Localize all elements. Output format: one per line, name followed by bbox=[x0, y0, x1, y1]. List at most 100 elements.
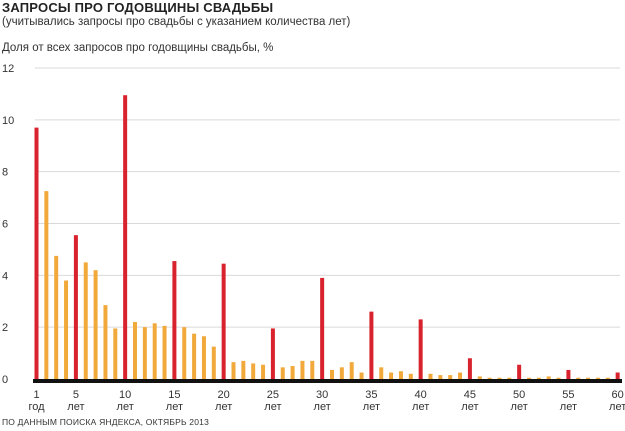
bar-54 bbox=[556, 377, 561, 379]
y-tick-label: 4 bbox=[2, 270, 8, 282]
bar-40 bbox=[418, 319, 423, 379]
y-axis-label: Доля от всех запросов про годовщины свад… bbox=[2, 42, 274, 54]
y-tick-label: 0 bbox=[2, 374, 8, 386]
y-tick-label: 8 bbox=[2, 167, 8, 179]
x-tick-number: 50 bbox=[513, 389, 525, 401]
x-tick-unit: лет bbox=[461, 401, 478, 413]
bar-6 bbox=[83, 262, 88, 379]
grid-lines bbox=[35, 67, 620, 328]
bar-56 bbox=[576, 377, 581, 379]
bar-57 bbox=[586, 377, 591, 379]
bar-16 bbox=[182, 327, 187, 379]
bar-17 bbox=[192, 333, 197, 379]
bar-3 bbox=[54, 255, 59, 379]
bar-15 bbox=[172, 261, 177, 379]
bar-34 bbox=[359, 372, 364, 379]
bar-2 bbox=[44, 191, 49, 379]
bar-41 bbox=[428, 373, 433, 379]
bar-19 bbox=[211, 346, 216, 379]
x-tick-number: 5 bbox=[73, 389, 79, 401]
bar-38 bbox=[398, 371, 403, 379]
bar-49 bbox=[507, 377, 512, 379]
bar-26 bbox=[280, 367, 285, 379]
bar-58 bbox=[595, 377, 600, 379]
x-tick-unit: лет bbox=[314, 401, 331, 413]
x-tick-number: 30 bbox=[316, 389, 328, 401]
x-tick-unit: лет bbox=[511, 401, 528, 413]
y-tick-label: 6 bbox=[2, 219, 8, 231]
y-tick-label: 12 bbox=[2, 63, 14, 75]
x-tick-unit: лет bbox=[363, 401, 380, 413]
bar-12 bbox=[142, 327, 147, 379]
bar-10 bbox=[123, 95, 128, 380]
bar-52 bbox=[536, 377, 541, 379]
bar-36 bbox=[379, 367, 384, 379]
bar-46 bbox=[477, 376, 482, 379]
x-tick-unit: лет bbox=[67, 401, 84, 413]
y-tick-label: 10 bbox=[2, 115, 14, 127]
x-axis-ticks: 1год5лет10лет15лет20лет25лет30лет35лет40… bbox=[28, 389, 625, 413]
bar-14 bbox=[162, 325, 167, 379]
bar-27 bbox=[290, 366, 295, 379]
bar-21 bbox=[231, 362, 236, 379]
bar-20 bbox=[221, 263, 226, 379]
x-tick-unit: лет bbox=[166, 401, 183, 413]
x-tick-unit: лет bbox=[412, 401, 429, 413]
bar-55 bbox=[566, 369, 571, 379]
bar-7 bbox=[93, 270, 98, 379]
bar-33 bbox=[349, 362, 354, 379]
bar-53 bbox=[546, 376, 551, 379]
x-tick-number: 15 bbox=[168, 389, 180, 401]
bar-24 bbox=[261, 364, 266, 379]
bars bbox=[34, 95, 620, 380]
x-tick-unit: лет bbox=[609, 401, 625, 413]
bar-5 bbox=[73, 235, 78, 379]
x-tick-number: 45 bbox=[464, 389, 476, 401]
y-tick-label: 2 bbox=[2, 322, 8, 334]
bar-60 bbox=[615, 372, 620, 379]
bar-13 bbox=[152, 323, 157, 379]
bar-45 bbox=[467, 358, 472, 379]
bar-23 bbox=[251, 363, 256, 379]
x-tick-number: 60 bbox=[612, 389, 624, 401]
x-tick-unit: год bbox=[28, 401, 45, 413]
source-note: ПО ДАННЫМ ПОИСКА ЯНДЕКСА, ОКТЯБРЬ 2013 bbox=[2, 417, 210, 427]
x-tick-unit: лет bbox=[117, 401, 134, 413]
bar-35 bbox=[369, 311, 374, 379]
bar-25 bbox=[270, 328, 275, 379]
x-axis-baseline bbox=[33, 379, 622, 383]
y-axis-ticks: 0 2 4 6 8 10 12 bbox=[2, 63, 14, 386]
bar-42 bbox=[438, 375, 443, 379]
bar-47 bbox=[487, 377, 492, 379]
bar-18 bbox=[201, 336, 206, 379]
x-tick-number: 35 bbox=[365, 389, 377, 401]
bar-50 bbox=[517, 364, 522, 379]
bar-59 bbox=[605, 377, 610, 379]
bar-22 bbox=[241, 360, 246, 379]
bar-11 bbox=[133, 321, 137, 379]
x-tick-unit: лет bbox=[215, 401, 232, 413]
bar-51 bbox=[527, 377, 531, 379]
bar-9 bbox=[113, 328, 118, 379]
bar-43 bbox=[448, 375, 453, 379]
x-tick-unit: лет bbox=[560, 401, 577, 413]
x-tick-number: 40 bbox=[415, 389, 427, 401]
bar-31 bbox=[330, 369, 334, 379]
bar-37 bbox=[389, 372, 394, 379]
x-tick-number: 10 bbox=[119, 389, 131, 401]
bar-8 bbox=[103, 305, 108, 379]
x-tick-number: 20 bbox=[218, 389, 230, 401]
bar-4 bbox=[64, 280, 69, 379]
x-tick-number: 1 bbox=[33, 389, 39, 401]
bar-29 bbox=[310, 360, 315, 379]
bar-32 bbox=[339, 367, 344, 379]
bar-1 bbox=[34, 127, 39, 379]
bar-48 bbox=[497, 377, 502, 379]
bar-28 bbox=[300, 360, 305, 379]
bar-44 bbox=[458, 372, 463, 379]
chart-subtitle: (учитывались запросы про свадьбы с указа… bbox=[2, 16, 351, 28]
bar-30 bbox=[320, 277, 325, 379]
x-tick-number: 55 bbox=[562, 389, 574, 401]
x-tick-unit: лет bbox=[264, 401, 281, 413]
